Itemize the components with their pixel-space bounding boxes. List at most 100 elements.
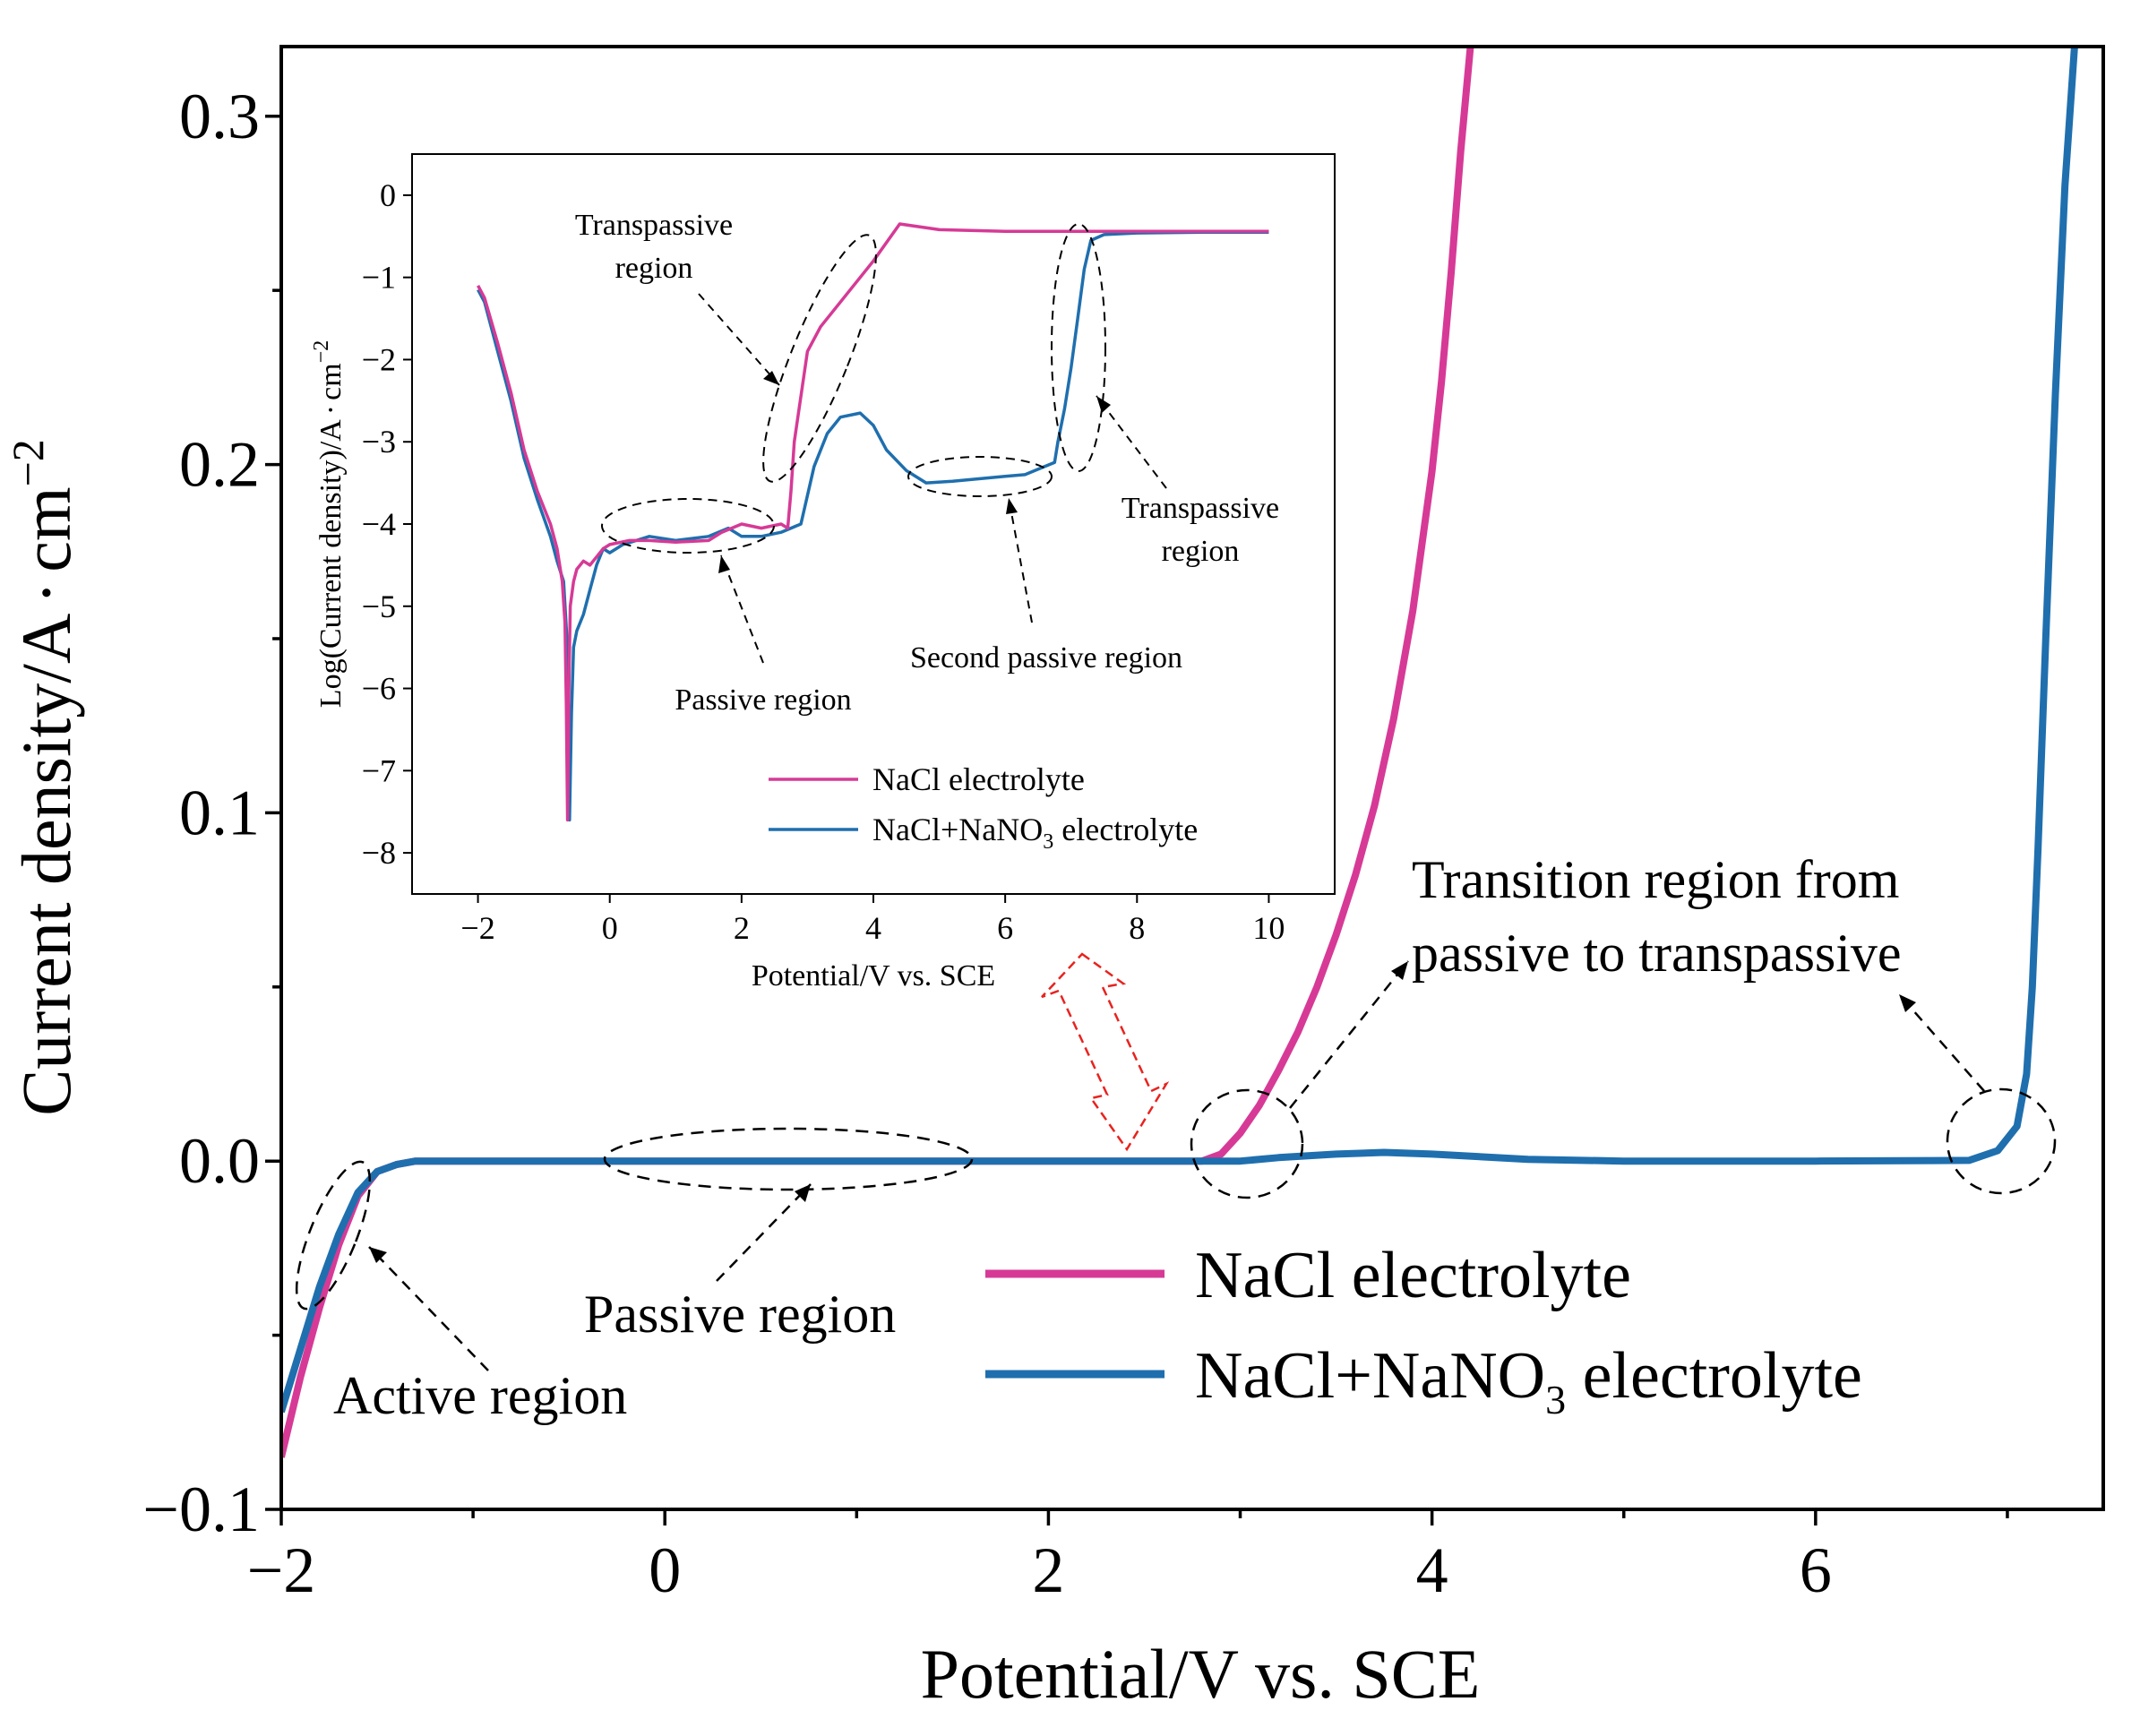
- inset-second-passive-ellipse: [907, 456, 1053, 497]
- inset-x-axis-label: Potential/V vs. SCE: [752, 959, 995, 993]
- main-annotation-arrows: [368, 960, 1985, 1371]
- inset-passive-arrowhead: [718, 555, 730, 573]
- inset-plot: −2 0 2 4 6 8 10 0 −1 −2 −3 −4 −5 −6 −7 −8 Potential/V …: [310, 153, 1336, 993]
- main-legend-label-nacl: NaCl electrolyte: [1195, 1239, 1631, 1312]
- main-annotation-ellipses: [295, 1087, 2057, 1311]
- inset-y-tick-label: −7: [362, 752, 396, 788]
- inset-y-tick-labels: 0 −1 −2 −3 −4 −5 −6 −7 −8: [362, 177, 396, 871]
- main-y-axis-label-dot: ·: [7, 581, 85, 605]
- inset-y-axis-label-dot: ·: [314, 405, 348, 415]
- inset-x-tick-label: 4: [865, 910, 881, 946]
- inset-transpassive-right-label-line1: Transpassive: [1122, 492, 1279, 525]
- inset-transpassive-left-label-line2: region: [615, 252, 693, 285]
- main-y-tick-label: 0.0: [179, 1125, 260, 1197]
- inset-transpassive-left-arrow: [698, 293, 780, 386]
- inset-y-tick-label: −5: [362, 589, 396, 624]
- inset-second-passive-label: Second passive region: [910, 641, 1182, 675]
- main-x-tick-label: 4: [1416, 1534, 1448, 1606]
- passive-region-label: Passive region: [584, 1285, 896, 1344]
- main-y-tick-label: 0.2: [179, 429, 260, 501]
- transition-left-ellipse: [1190, 1088, 1304, 1199]
- inset-x-tick-label: 2: [734, 910, 750, 946]
- inset-y-axis-label: Log(Current density)/A · cm−2: [310, 340, 348, 708]
- active-region-label: Active region: [333, 1366, 627, 1425]
- passive-region-arrow: [716, 1183, 812, 1282]
- transition-right-arrow: [1898, 993, 1985, 1092]
- inset-y-tick-label: −2: [362, 341, 396, 377]
- main-x-tick-label: −2: [247, 1534, 316, 1606]
- inset-x-tick-label: −2: [460, 910, 494, 946]
- inset-transpassive-right-arrow: [1096, 395, 1167, 489]
- transition-left-arrow: [1289, 960, 1409, 1109]
- inset-series-nacl-line: [477, 222, 1269, 822]
- main-frame: [279, 45, 2105, 1511]
- inset-legend-label-nacl-nano3-tail: electrolyte: [1053, 812, 1198, 847]
- inset-annotation-arrows: [698, 293, 1167, 664]
- inset-y-tick-label: −3: [362, 424, 396, 460]
- inset-legend-label-nacl-nano3-sub: 3: [1043, 830, 1053, 854]
- inset-y-tick-label: 0: [380, 177, 396, 213]
- inset-x-tick-label: 8: [1129, 910, 1145, 946]
- inset-second-passive-arrowhead: [1006, 498, 1018, 514]
- main-legend: NaCl electrolyte NaCl+NaNO3 electrolyte: [985, 1239, 1862, 1422]
- inset-y-tick-label: −1: [362, 260, 396, 296]
- inset-second-passive-arrow: [1008, 497, 1033, 623]
- inset-x-tick-label: 6: [997, 910, 1013, 946]
- svg-text:Current density/A·cm−2: Current density/A · cm−2: [3, 439, 85, 1116]
- main-arrowheads: [369, 961, 1916, 1263]
- main-legend-label-nacl-nano3-tail: electrolyte: [1566, 1339, 1862, 1413]
- transition-label-line2: passive to transpassive: [1412, 924, 1902, 983]
- main-legend-label-nacl-nano3-sub: 3: [1545, 1377, 1566, 1422]
- inset-transpassive-right-arrowhead: [1096, 396, 1111, 413]
- svg-text:Log(Current density)/A·cm−2: Log(Current density)/A · cm−2: [310, 340, 348, 708]
- main-y-tick-label: −0.1: [142, 1474, 260, 1545]
- inset-y-tick-label: −8: [362, 835, 396, 871]
- main-x-tick-label: 0: [649, 1534, 681, 1606]
- inset-transpassive-right-label-line2: region: [1162, 535, 1240, 568]
- inset-transpassive-left-ellipse: [762, 234, 877, 483]
- inset-link-double-arrow: [1041, 952, 1170, 1152]
- main-plot: −2 0 2 4 6 −0.1 0.0 0.1 0.2 0.3 Potential/V vs. …: [3, 45, 2105, 1713]
- main-x-tick-labels: −2 0 2 4 6: [247, 1534, 1832, 1606]
- transition-label-line1: Transition region from: [1412, 850, 1899, 909]
- transition-left-arrowhead: [1391, 961, 1408, 980]
- inset-arrowheads: [718, 371, 1111, 573]
- main-y-axis-label-unit: cm: [7, 486, 85, 572]
- inset-legend-label-nacl-nano3-main: NaCl+NaNO: [872, 812, 1043, 847]
- main-series-nacl-nano3-line: [281, 47, 2078, 1414]
- active-arrowhead: [369, 1247, 387, 1263]
- inset-passive-arrow: [720, 554, 764, 664]
- passive-region-ellipse: [603, 1127, 974, 1191]
- inset-x-tick-label: 0: [602, 910, 618, 946]
- inset-x-tick-labels: −2 0 2 4 6 8 10: [460, 910, 1285, 946]
- main-y-axis-label: Current density/A · cm−2: [3, 439, 85, 1116]
- inset-y-tick-label: −4: [362, 506, 396, 542]
- main-y-tick-label: 0.3: [179, 81, 260, 152]
- active-region-ellipse: [295, 1160, 372, 1311]
- inset-x-tick-label: 10: [1252, 910, 1285, 946]
- inset-transpassive-left-label-line1: Transpassive: [575, 209, 733, 242]
- main-legend-label-nacl-nano3: NaCl+NaNO3 electrolyte: [1195, 1339, 1862, 1422]
- main-y-axis-label-base: Current density/A: [7, 614, 85, 1116]
- inset-legend: NaCl electrolyte NaCl+NaNO3 electrolyte: [769, 761, 1198, 854]
- transition-right-arrowhead: [1899, 994, 1916, 1012]
- inset-legend-label-nacl-nano3: NaCl+NaNO3 electrolyte: [872, 812, 1198, 854]
- main-x-tick-label: 6: [1800, 1534, 1832, 1606]
- active-region-arrow: [368, 1246, 489, 1371]
- main-x-tick-label: 2: [1032, 1534, 1064, 1606]
- inset-transpassive-right-ellipse: [1051, 223, 1106, 472]
- transition-right-ellipse: [1946, 1087, 2057, 1195]
- inset-passive-label: Passive region: [675, 683, 851, 717]
- inset-y-tick-label: −6: [362, 671, 396, 707]
- main-y-tick-label: 0.1: [179, 777, 260, 848]
- passive-arrowhead: [795, 1184, 811, 1202]
- inset-y-axis-label-unit: cm: [314, 363, 348, 400]
- inset-frame: [411, 153, 1336, 895]
- inset-transpassive-left-arrowhead: [763, 371, 779, 385]
- main-y-tick-labels: −0.1 0.0 0.1 0.2 0.3: [142, 81, 260, 1545]
- inset-annotation-ellipses: [601, 223, 1106, 554]
- main-x-axis-label: Potential/V vs. SCE: [921, 1635, 1481, 1713]
- inset-passive-ellipse: [601, 498, 775, 554]
- main-legend-label-nacl-nano3-main: NaCl+NaNO: [1195, 1339, 1545, 1413]
